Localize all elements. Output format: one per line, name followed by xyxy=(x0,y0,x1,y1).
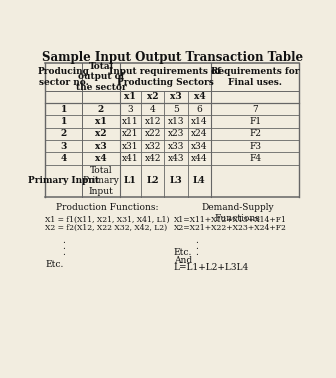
Text: Primary Input: Primary Input xyxy=(28,177,99,185)
Text: F1: F1 xyxy=(249,117,261,126)
Text: x42: x42 xyxy=(144,154,161,163)
Text: 4: 4 xyxy=(150,105,156,114)
Text: 5: 5 xyxy=(173,105,179,114)
Text: x2: x2 xyxy=(95,129,107,138)
Text: x12: x12 xyxy=(144,117,161,126)
Text: x44: x44 xyxy=(191,154,208,163)
Text: 6: 6 xyxy=(197,105,202,114)
Text: Production Functions:: Production Functions: xyxy=(56,203,158,212)
Text: F2: F2 xyxy=(249,129,261,138)
Text: L1: L1 xyxy=(124,177,137,185)
Text: x3: x3 xyxy=(95,142,107,151)
Text: F3: F3 xyxy=(249,142,261,151)
Text: x1: x1 xyxy=(95,117,107,126)
Text: x1: x1 xyxy=(124,93,136,101)
Text: x3: x3 xyxy=(170,93,182,101)
Text: Total
output of
the sector: Total output of the sector xyxy=(76,62,126,92)
Text: .: . xyxy=(62,235,65,245)
Text: L3: L3 xyxy=(170,177,182,185)
Text: 1: 1 xyxy=(60,105,67,114)
Text: 2: 2 xyxy=(60,129,67,138)
Text: x2: x2 xyxy=(147,93,159,101)
Text: F4: F4 xyxy=(249,154,261,163)
Text: .: . xyxy=(62,242,65,251)
Text: L2: L2 xyxy=(146,177,159,185)
Text: L4: L4 xyxy=(193,177,206,185)
Text: x21: x21 xyxy=(122,129,139,138)
Text: x41: x41 xyxy=(122,154,139,163)
Text: X2 = f2(X12, X22 X32, X42, L2): X2 = f2(X12, X22 X32, X42, L2) xyxy=(45,224,167,232)
Text: L=L1+L2+L3L4: L=L1+L2+L3L4 xyxy=(174,263,249,272)
Text: .: . xyxy=(62,248,65,257)
Text: x23: x23 xyxy=(168,129,184,138)
Text: And: And xyxy=(174,256,192,265)
Text: x13: x13 xyxy=(168,117,184,126)
Text: x24: x24 xyxy=(191,129,208,138)
Text: Requirements for
Final uses.: Requirements for Final uses. xyxy=(211,67,299,87)
Text: 3: 3 xyxy=(128,105,133,114)
Text: Sample Input Output Transaction Table: Sample Input Output Transaction Table xyxy=(42,51,303,64)
Text: X2=X21+X22+X23+X24+F2: X2=X21+X22+X23+X24+F2 xyxy=(174,224,287,232)
Text: .: . xyxy=(196,242,199,251)
Text: x33: x33 xyxy=(168,142,184,151)
Text: x34: x34 xyxy=(191,142,208,151)
Text: .: . xyxy=(196,235,199,245)
Text: 1: 1 xyxy=(60,117,67,126)
Text: x11: x11 xyxy=(122,117,139,126)
Text: Input requirements of
Producting Sectors: Input requirements of Producting Sectors xyxy=(109,67,221,87)
Text: Producing
sector no.: Producing sector no. xyxy=(38,67,90,87)
Text: 2: 2 xyxy=(98,105,104,114)
Text: x43: x43 xyxy=(168,154,184,163)
Text: Total
Primary
Input: Total Primary Input xyxy=(82,166,119,196)
Text: .: . xyxy=(196,248,199,257)
Text: 7: 7 xyxy=(252,105,258,114)
Text: x32: x32 xyxy=(144,142,161,151)
Text: 3: 3 xyxy=(60,142,67,151)
Text: 4: 4 xyxy=(60,154,67,163)
Text: Etc.: Etc. xyxy=(174,248,192,257)
Text: x14: x14 xyxy=(191,117,208,126)
Text: Demand-Supply
Functions: Demand-Supply Functions xyxy=(201,203,274,223)
Text: Etc.: Etc. xyxy=(45,260,64,269)
Text: x4: x4 xyxy=(95,154,107,163)
Text: X1 = f1(X11, X21, X31, X41, L1): X1 = f1(X11, X21, X31, X41, L1) xyxy=(45,215,170,223)
Text: X1=X11+X12+X13+X14+F1: X1=X11+X12+X13+X14+F1 xyxy=(174,215,287,223)
Text: x4: x4 xyxy=(194,93,205,101)
Text: x22: x22 xyxy=(144,129,161,138)
Text: x31: x31 xyxy=(122,142,139,151)
